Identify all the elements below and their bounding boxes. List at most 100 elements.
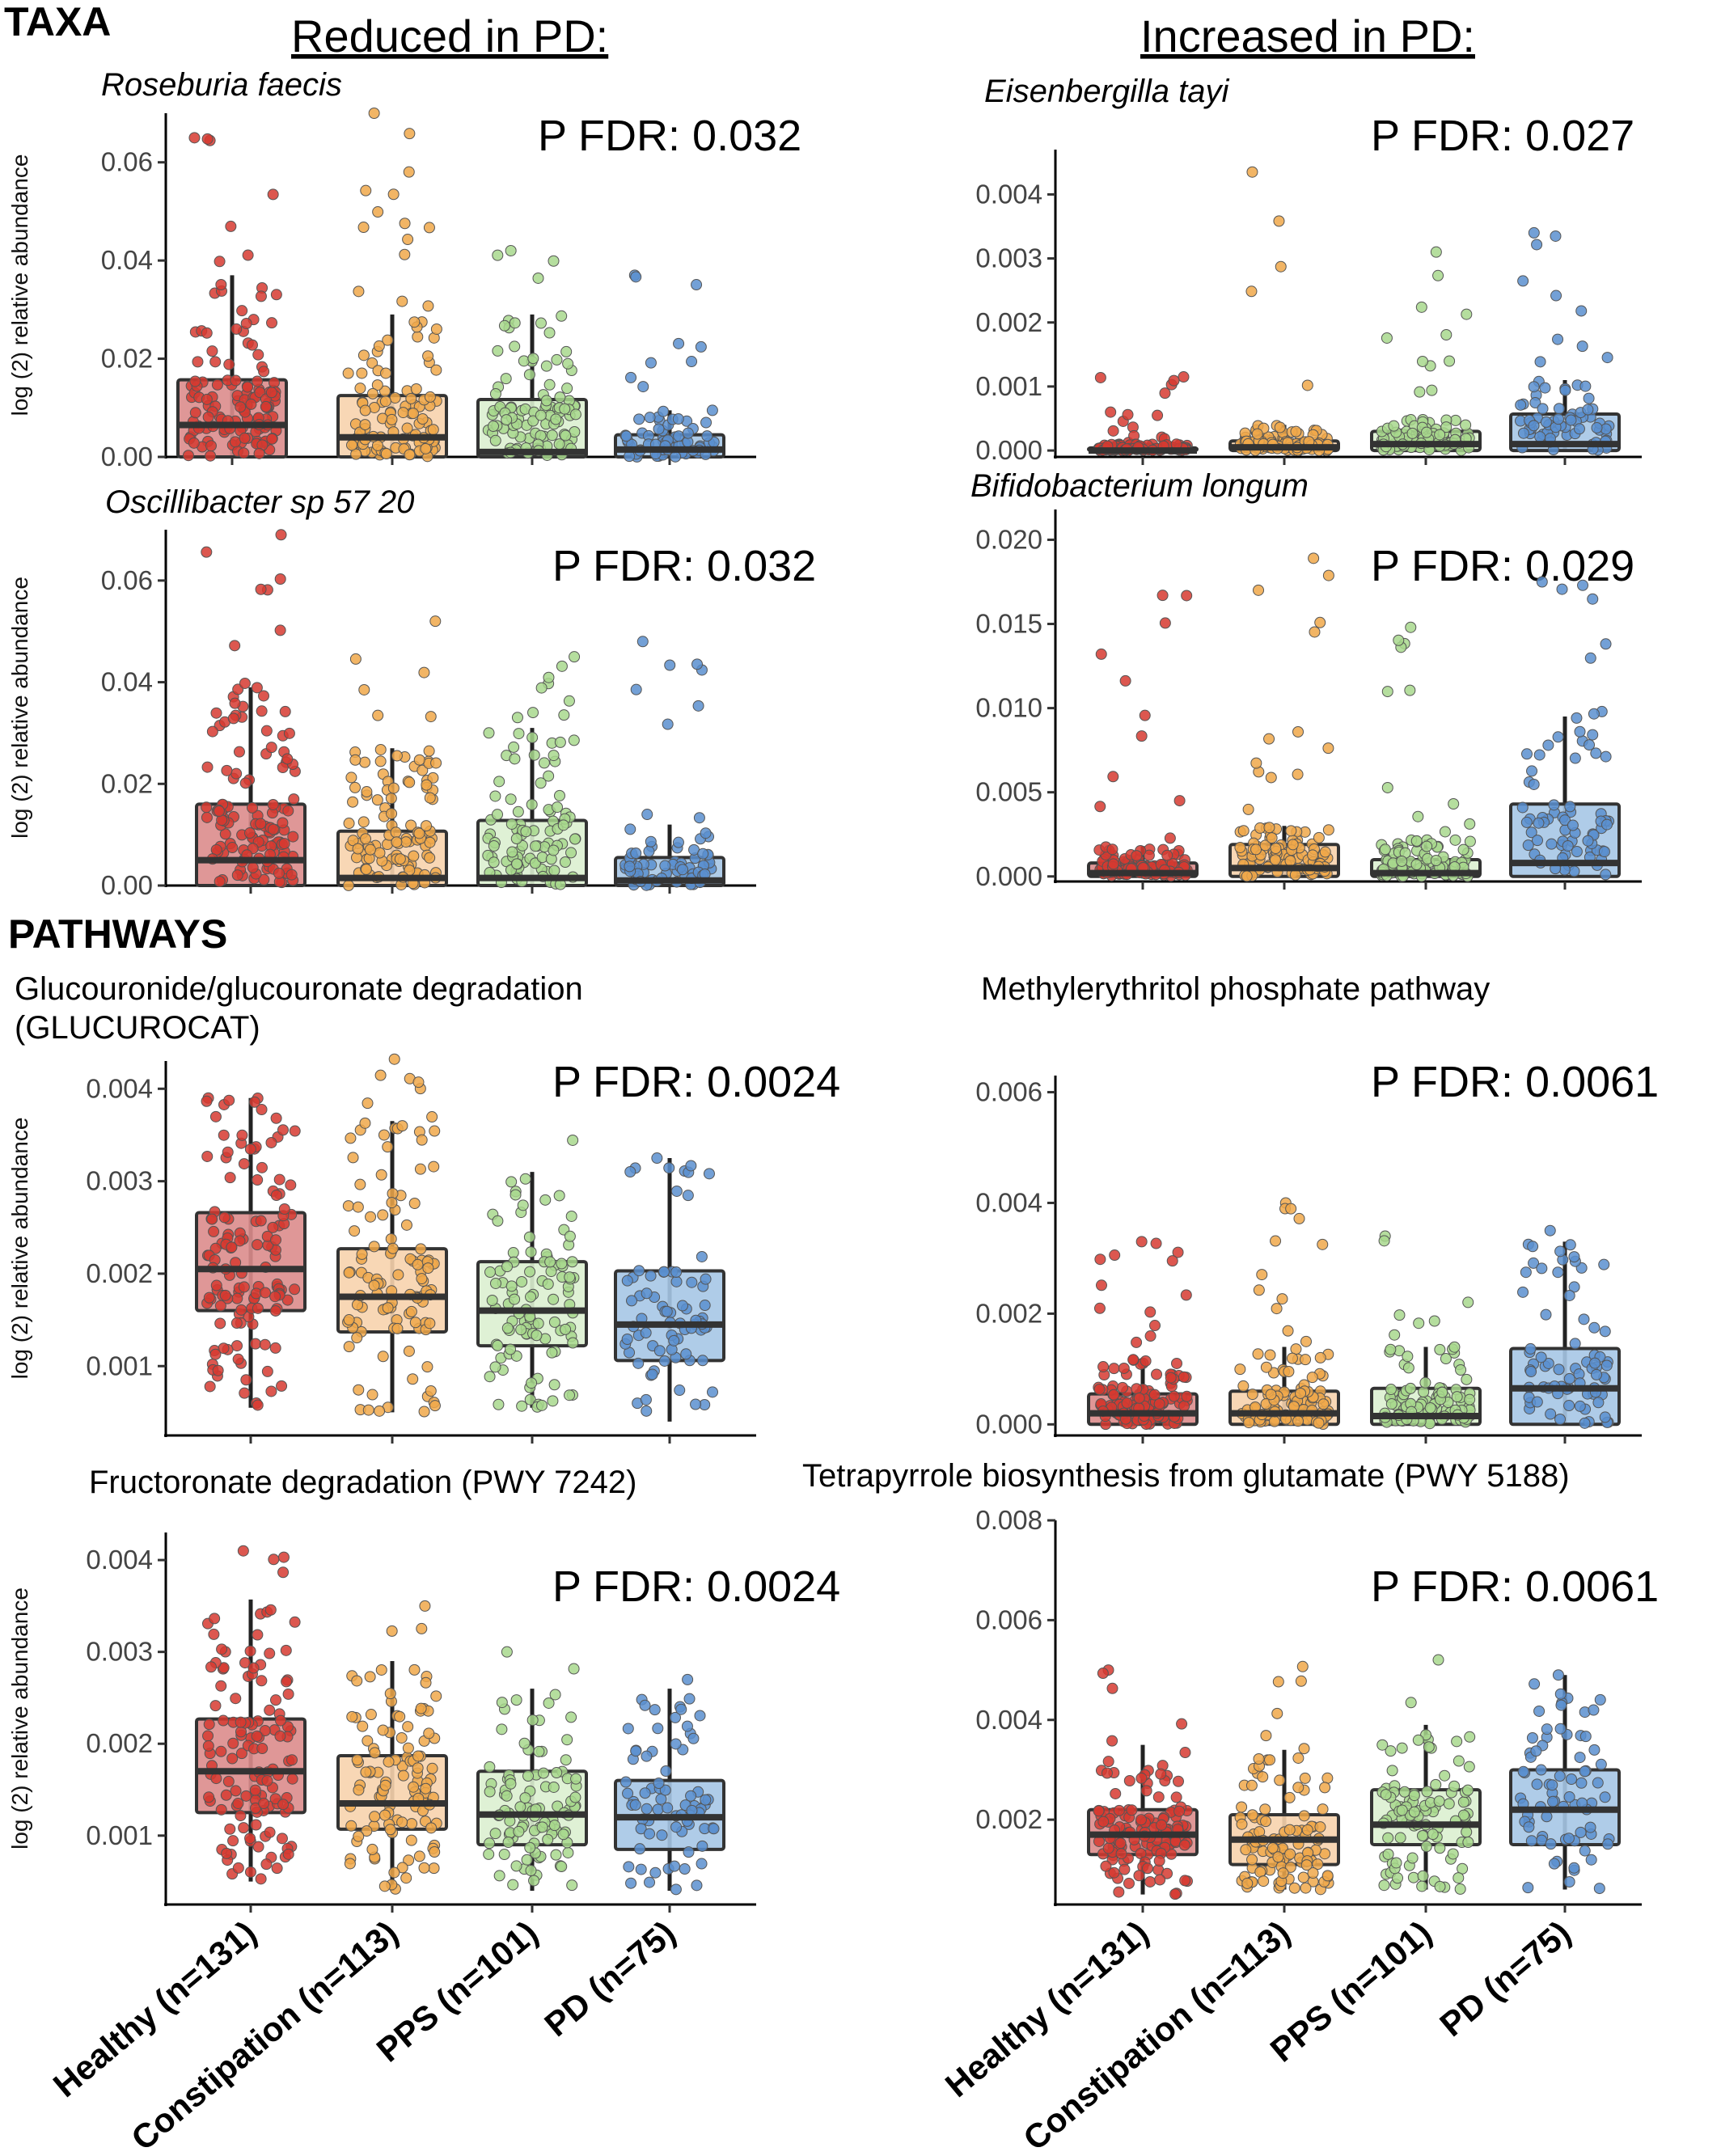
data-point-constipation [349,1225,361,1237]
data-point-pd [680,1348,692,1360]
data-point-pd [1562,1833,1575,1845]
data-point-constipation [373,340,385,352]
data-point-pps [535,317,547,329]
data-point-constipation [1288,1882,1300,1894]
data-point-healthy [267,1221,279,1233]
data-point-healthy [1155,1768,1167,1780]
data-point-healthy [239,432,251,444]
data-point-pps [486,1294,498,1306]
data-point-pps [1396,1804,1408,1816]
data-point-constipation [366,387,378,399]
data-point-healthy [188,132,201,144]
data-point-pd [1533,1705,1546,1717]
data-point-healthy [1144,1330,1156,1342]
data-point-pps [1436,1386,1448,1398]
y-tick-label: 0.008 [975,1505,1042,1535]
data-point-pd [1531,1396,1543,1408]
data-point-constipation [361,786,373,798]
data-point-constipation [413,1850,425,1862]
data-point-pd [637,381,649,393]
data-point-pd [1546,1779,1558,1791]
data-point-healthy [1102,1756,1114,1768]
data-point-pps [492,1215,504,1227]
data-point-constipation [1264,1754,1276,1766]
data-point-constipation [1314,1821,1326,1833]
data-point-pd [691,658,704,670]
data-point-constipation [379,1809,391,1821]
data-point-pd [659,1784,671,1796]
data-point-healthy [282,1688,294,1700]
data-point-pps [553,438,565,450]
panel-title-roseburia: Roseburia faecis [101,67,342,103]
data-point-healthy [222,1146,234,1158]
data-point-constipation [377,1724,389,1736]
data-point-constipation [405,1305,417,1317]
data-point-healthy [1106,843,1118,856]
data-point-constipation [346,1710,358,1723]
data-point-pps [1464,1393,1476,1406]
data-point-pd [1555,1699,1567,1711]
data-point-pps [513,1825,525,1837]
data-point-pps [564,1230,576,1242]
data-point-pd [630,1745,642,1757]
data-point-constipation [1275,260,1287,273]
data-point-constipation [403,166,415,178]
y-tick-label: 0.06 [101,147,153,177]
data-point-healthy [252,349,264,361]
data-point-healthy [286,1773,298,1785]
data-point-constipation [1241,870,1253,882]
data-point-healthy [282,805,294,817]
data-point-healthy [205,450,217,462]
data-point-pd [644,1828,656,1840]
data-point-pd [1531,835,1543,847]
data-point-pps [502,1837,514,1849]
data-point-pd [1534,431,1546,443]
data-point-constipation [364,843,376,856]
data-point-pps [542,1278,554,1290]
data-point-constipation [403,1345,415,1357]
panel-title-line: (GLUCUROCAT) [15,1010,260,1046]
data-point-pd [706,404,718,416]
data-point-constipation [364,1671,376,1683]
data-point-pps [531,1330,543,1342]
data-point-constipation [416,1134,428,1146]
data-point-constipation [422,1262,434,1275]
data-point-constipation [366,357,378,369]
y-tick-label: 0.02 [101,344,153,374]
data-point-pps [501,1790,513,1802]
data-point-healthy [1123,1877,1135,1889]
data-point-constipation [1243,1417,1255,1429]
data-point-pps [569,1791,581,1803]
data-point-healthy [1164,832,1176,844]
data-point-constipation [1237,825,1250,837]
data-point-pd [1563,1289,1575,1301]
data-point-healthy [218,1129,230,1141]
data-point-healthy [201,1150,214,1162]
data-point-healthy [1153,1397,1165,1410]
data-point-pd [1600,638,1612,650]
data-point-constipation [1307,849,1319,861]
data-point-constipation [429,1400,441,1412]
data-point-healthy [240,1790,252,1802]
y-tick-label: 0.002 [86,1728,153,1758]
data-point-pd [624,860,636,873]
data-point-healthy [252,1399,264,1411]
data-point-healthy [214,1300,226,1312]
data-point-constipation [424,792,436,804]
data-point-pd [1568,865,1580,877]
data-point-pps [524,1266,536,1278]
data-point-pd [1569,1338,1581,1350]
data-point-constipation [351,1332,363,1344]
data-point-pd [625,371,637,383]
data-point-pps [548,1293,560,1305]
data-point-pps [545,1266,557,1278]
data-point-pps [1396,1742,1408,1754]
data-point-constipation [378,1880,391,1892]
data-point-constipation [347,796,359,808]
data-point-pps [548,750,560,762]
data-point-pps [518,1737,531,1749]
data-point-healthy [1108,1363,1120,1375]
data-point-healthy [260,1858,273,1871]
data-point-constipation [344,1858,356,1870]
